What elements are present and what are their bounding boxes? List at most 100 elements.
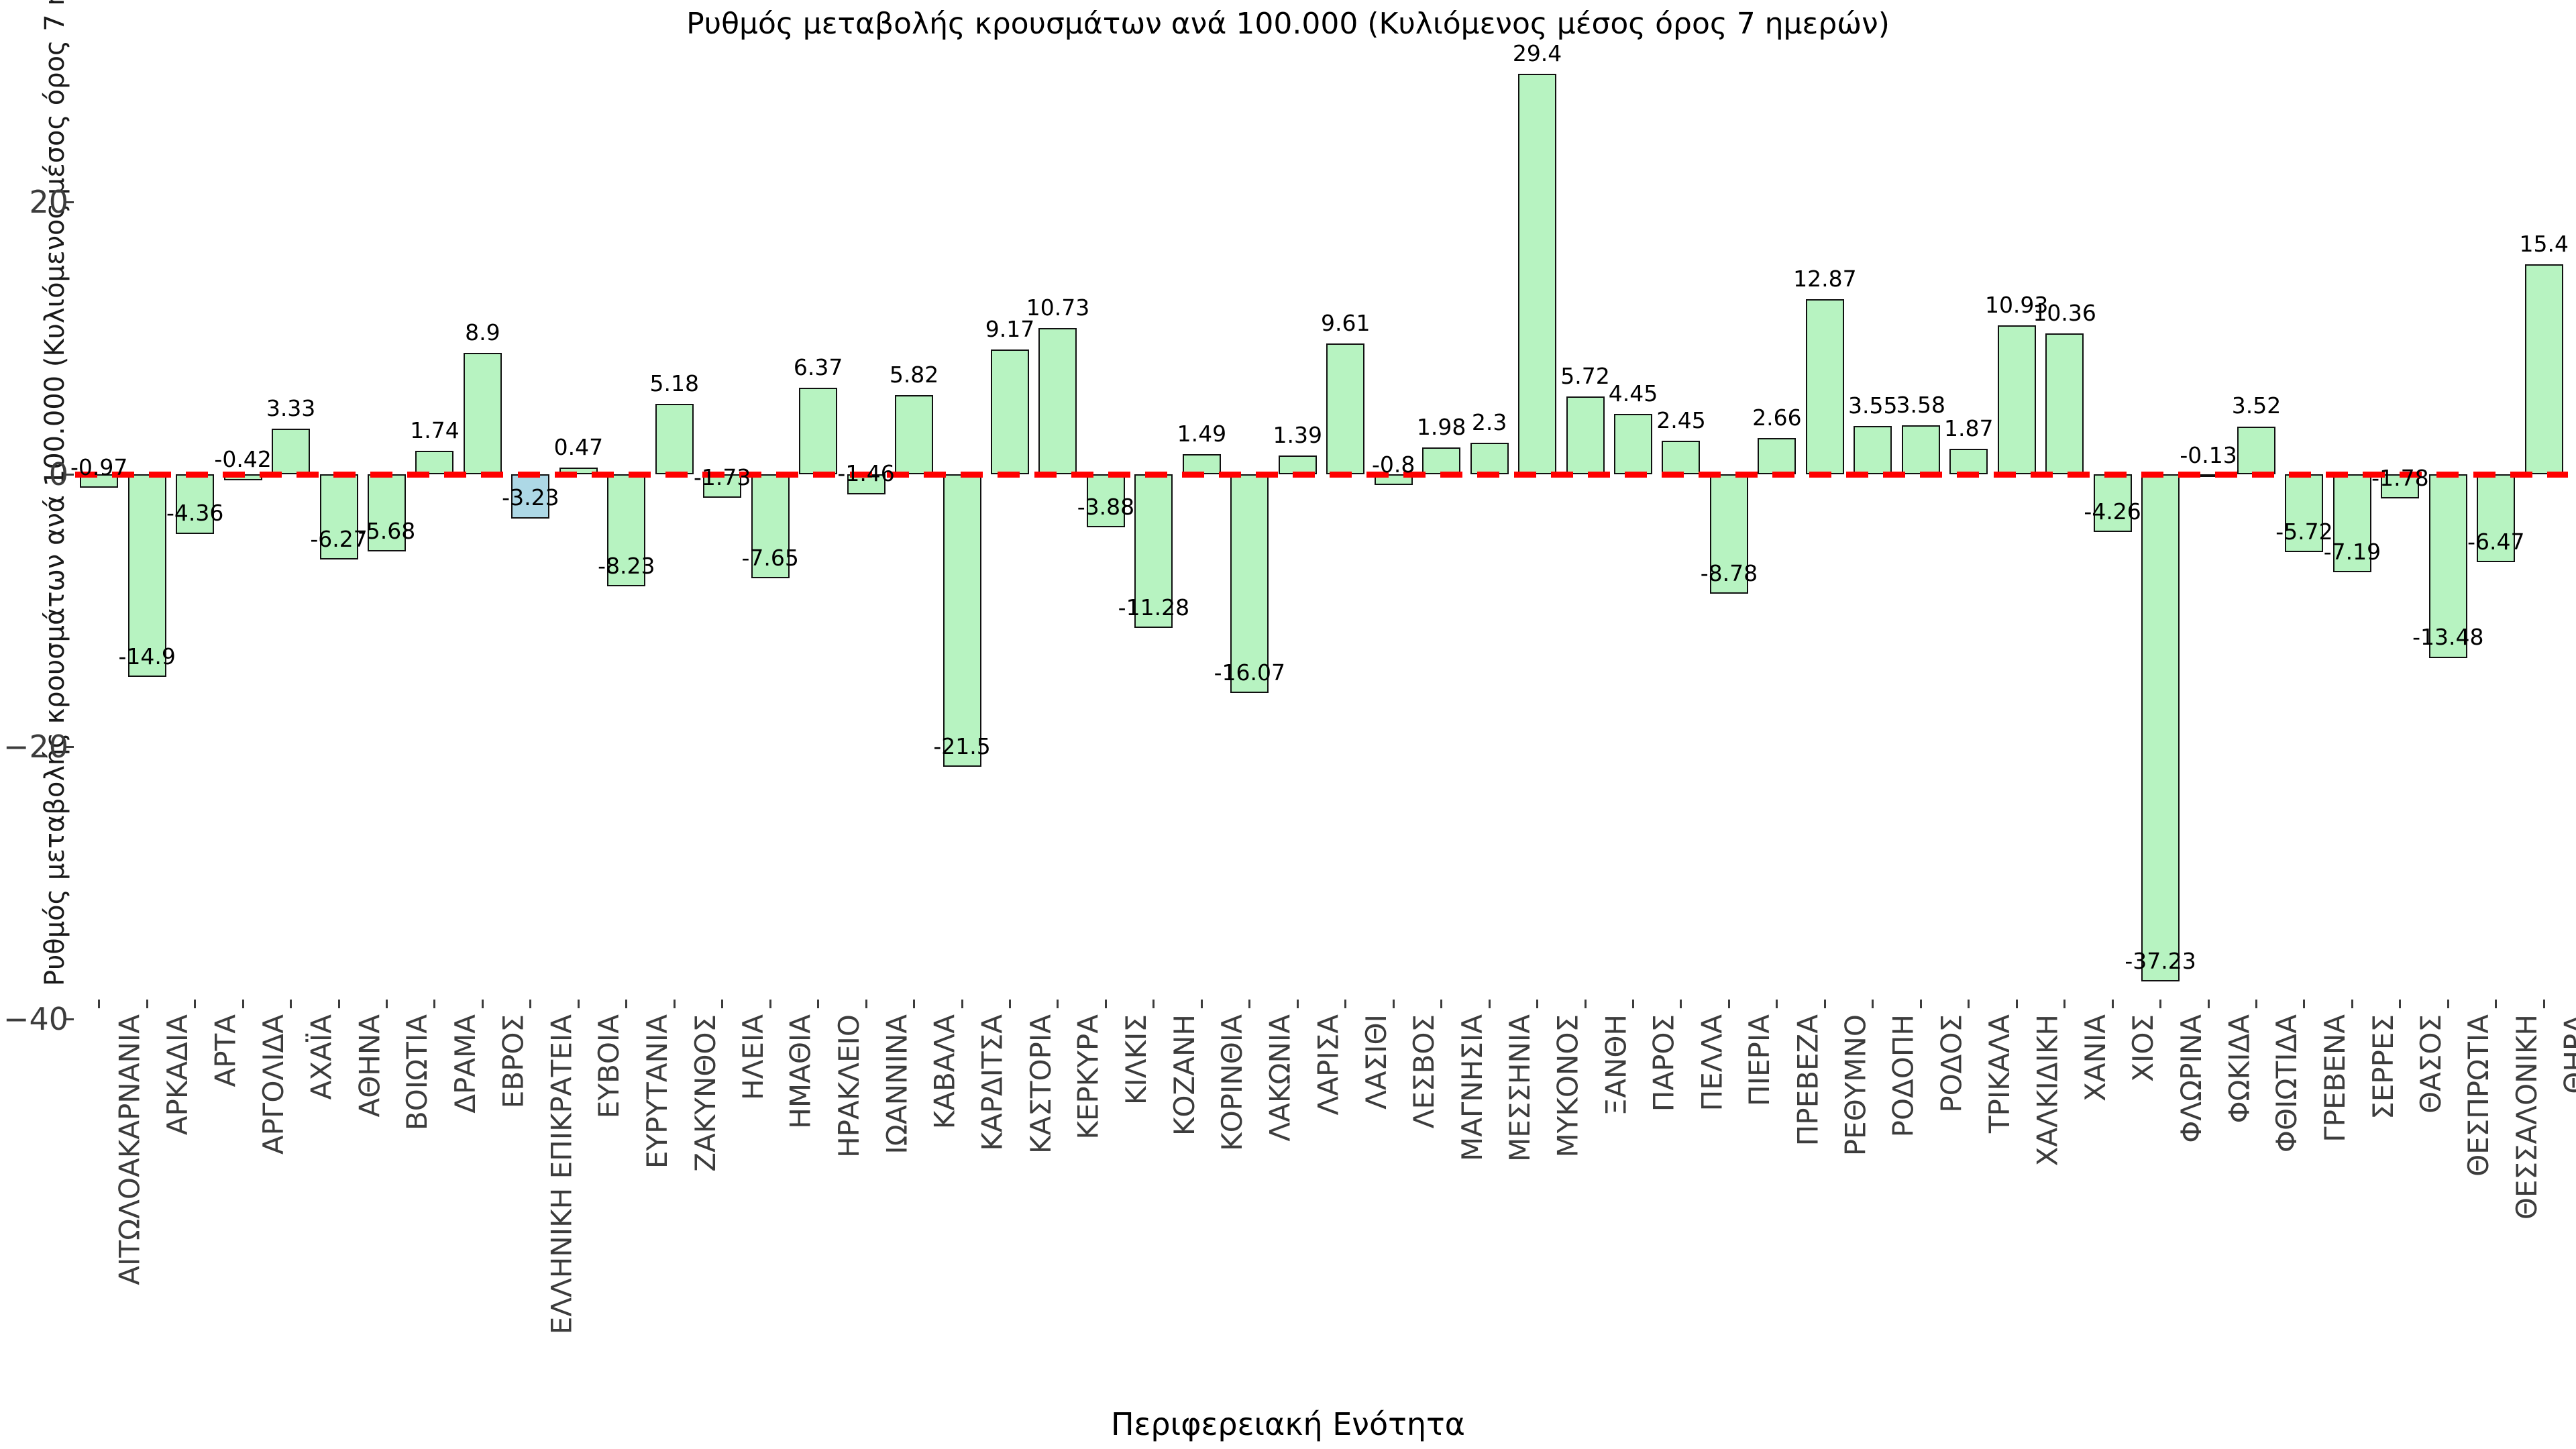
x-tick-mark <box>1296 1000 1299 1008</box>
bar-value-label: -5.72 <box>2275 518 2333 545</box>
bar <box>1997 325 2036 474</box>
x-tick-mark <box>1823 1000 1826 1008</box>
x-tick-label: ΑΡΚΑΔΙΑ <box>161 1014 195 1136</box>
bar <box>1230 474 1269 694</box>
x-tick-mark <box>529 1000 532 1008</box>
bar-value-label: -1.73 <box>694 464 751 490</box>
x-tick-mark <box>2399 1000 2402 1008</box>
x-tick-label: ΠΑΡΟΣ <box>1647 1014 1680 1112</box>
bar-value-label: -3.23 <box>502 484 559 511</box>
x-tick-mark <box>337 1000 340 1008</box>
bar-value-label: -6.27 <box>310 526 368 553</box>
bar <box>1566 396 1605 474</box>
bar-value-label: 8.9 <box>465 319 500 346</box>
x-tick-mark <box>2447 1000 2449 1008</box>
x-tick-label: ΣΕΡΡΕΣ <box>2366 1014 2400 1120</box>
bar-value-label: 6.37 <box>793 354 843 380</box>
y-tick-label: −40 <box>3 1001 68 1037</box>
x-tick-mark <box>1968 1000 1970 1008</box>
bar <box>319 474 358 560</box>
bar <box>1278 455 1317 474</box>
x-tick-label: ΚΑΣΤΟΡΙΑ <box>1024 1014 1057 1154</box>
x-axis-title: Περιφερειακή Ενότητα <box>1110 1406 1466 1442</box>
x-tick-mark <box>1536 1000 1539 1008</box>
bar-value-label: 29.4 <box>1512 40 1562 67</box>
bar <box>127 474 166 678</box>
x-tick-label: ΠΡΕΒΕΖΑ <box>1790 1014 1824 1146</box>
x-tick-mark <box>2063 1000 2066 1008</box>
bar <box>1805 299 1844 474</box>
bar-value-label: -0.8 <box>1371 451 1415 478</box>
x-tick-label: ΜΑΓΝΗΣΙΑ <box>1455 1014 1489 1162</box>
x-tick-label: ΖΑΚΥΝΘΟΣ <box>688 1014 722 1172</box>
bar-value-label: 2.3 <box>1471 409 1507 436</box>
bar-value-label: -0.97 <box>70 453 128 480</box>
bar-value-label: -14.9 <box>118 643 176 670</box>
y-tick-label: 0 <box>48 456 68 492</box>
x-tick-label: ΜΥΚΟΝΟΣ <box>1551 1014 1585 1158</box>
bar-value-label: 1.49 <box>1177 420 1227 447</box>
bar <box>272 429 311 474</box>
x-tick-mark <box>913 1000 916 1008</box>
y-tick-mark <box>64 1018 74 1020</box>
bar <box>1758 438 1796 474</box>
bar-value-label: -5.68 <box>358 518 416 545</box>
bar <box>415 450 454 474</box>
x-tick-label: ΛΑΚΩΝΙΑ <box>1263 1014 1297 1142</box>
bar <box>511 474 550 519</box>
x-tick-mark <box>481 1000 484 1008</box>
bar-value-label: 12.87 <box>1793 265 1857 292</box>
x-tick-label: ΤΡΙΚΑΛΑ <box>1982 1014 2016 1134</box>
bar-value-label: 15.4 <box>2519 231 2569 258</box>
bar-value-label: 5.82 <box>889 361 939 388</box>
x-tick-label: ΦΛΩΡΙΝΑ <box>2174 1014 2208 1143</box>
x-tick-label: ΠΕΛΛΑ <box>1695 1014 1728 1112</box>
x-tick-label: ΚΑΡΔΙΤΣΑ <box>976 1014 1010 1151</box>
bar-value-label: 3.58 <box>1896 392 1946 419</box>
zero-baseline <box>75 472 2568 478</box>
bar-value-label: -21.5 <box>933 733 991 760</box>
bar <box>1901 425 1940 474</box>
bar <box>943 474 981 767</box>
bar-value-label: -6.47 <box>2467 529 2525 555</box>
bar <box>2524 264 2563 474</box>
bar-value-label: -7.19 <box>2323 538 2381 565</box>
x-tick-label: ΦΘΙΩΤΙΔΑ <box>2270 1014 2304 1153</box>
x-tick-label: ΑΡΤΑ <box>209 1014 242 1087</box>
bar-value-label: -1.78 <box>2371 464 2429 491</box>
bar-value-label: -3.88 <box>1077 493 1135 520</box>
x-tick-label: ΚΑΒΑΛΑ <box>928 1014 961 1130</box>
x-tick-label: ΘΕΣΣΑΛΟΝΙΚΗ <box>2510 1014 2543 1220</box>
y-tick-mark <box>64 745 74 748</box>
x-tick-label: ΔΡΑΜΑ <box>448 1014 482 1114</box>
x-tick-label: ΕΒΡΟΣ <box>496 1014 530 1109</box>
bar <box>2285 474 2324 553</box>
bar <box>1662 441 1701 474</box>
x-tick-label: ΘΗΡΑ <box>2558 1014 2576 1094</box>
bar <box>1326 343 1365 474</box>
x-tick-mark <box>194 1000 197 1008</box>
bar-value-label: 10.36 <box>2033 299 2096 326</box>
x-tick-mark <box>433 1000 436 1008</box>
x-tick-mark <box>577 1000 580 1008</box>
bar <box>1086 474 1125 527</box>
bar <box>703 474 742 498</box>
bar <box>2237 426 2275 474</box>
bar-value-label: -0.13 <box>2180 442 2237 469</box>
bar-value-label: 3.52 <box>2231 392 2282 419</box>
x-tick-label: ΓΡΕΒΕΝΑ <box>2318 1014 2351 1142</box>
x-tick-label: ΗΡΑΚΛΕΙΟ <box>832 1014 865 1158</box>
bar <box>1854 425 1892 474</box>
y-tick-mark <box>64 201 74 203</box>
x-tick-label: ΕΛΛΗΝΙΚΗ ΕΠΙΚΡΑΤΕΙΑ <box>544 1014 578 1335</box>
x-tick-mark <box>769 1000 771 1008</box>
x-tick-mark <box>2207 1000 2210 1008</box>
bar <box>1614 413 1652 474</box>
x-tick-mark <box>1104 1000 1107 1008</box>
x-tick-label: ΑΘΗΝΑ <box>353 1014 386 1118</box>
x-tick-label: ΑΡΓΟΛΙΔΑ <box>257 1014 290 1155</box>
x-tick-mark <box>1057 1000 1059 1008</box>
x-tick-mark <box>1152 1000 1155 1008</box>
bar <box>463 353 502 474</box>
